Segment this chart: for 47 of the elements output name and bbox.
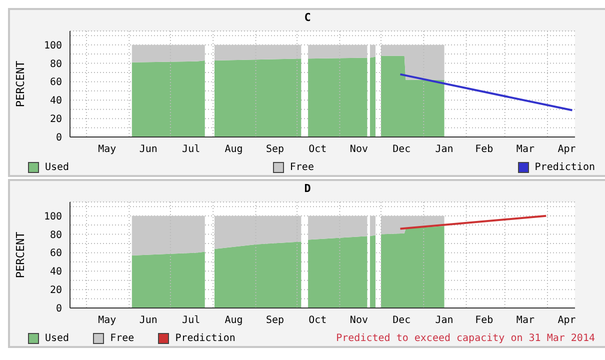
y-tick-label: 60 [50,248,62,260]
y-tick-label: 0 [56,132,62,144]
x-tick-label: Apr [558,315,576,326]
x-tick-label: Sep [266,315,284,326]
y-axis-title: PERCENT [14,60,27,108]
legend-label: Used [45,332,70,344]
y-tick-label: 100 [44,40,62,52]
x-tick-label: Dec [392,144,411,156]
y-tick-label: 0 [56,304,62,315]
x-tick-label: Oct [308,315,327,326]
chart-title: D [303,181,312,196]
legend-label: Prediction [175,332,236,344]
x-tick-label: Aug [224,144,243,156]
x-tick-label: Sep [266,144,284,156]
text: Predicted to exceed capacity on 31 Mar 2014 [336,332,595,344]
x-tick-label: Mar [516,144,534,156]
x-tick-label: Mar [516,315,534,326]
y-tick-label: 20 [50,114,62,126]
x-tick-label: Oct [308,144,327,156]
y-tick-label: 20 [50,285,62,296]
x-tick-label: Nov [350,144,368,156]
y-tick-label: 80 [50,58,62,70]
y-axis-title: PERCENT [14,231,27,278]
chart-title: C [303,10,312,25]
x-tick-label: Nov [350,315,368,326]
y-tick-label: 80 [50,230,62,241]
y-tick-label: 40 [50,96,62,107]
y-tick-label: 100 [44,211,62,222]
x-tick-label: May [98,315,116,326]
x-tick-label: Jul [182,315,200,326]
x-tick-label: Jan [435,144,454,156]
x-tick-label: Dec [392,315,411,326]
x-tick-label: Feb [475,144,494,156]
x-tick-label: Jan [435,315,454,326]
legend-label: Free [110,332,134,344]
y-tick-label: 60 [50,77,62,88]
legend-label: Free [290,162,314,172]
x-tick-label: Apr [558,144,576,156]
x-tick-label: Jun [139,144,158,156]
x-tick-label: Feb [475,315,494,326]
x-tick-label: May [98,144,116,156]
x-tick-label: Jul [182,144,200,156]
legend-label: Used [45,162,70,172]
y-tick-label: 40 [50,266,62,278]
x-tick-label: Jun [139,315,158,326]
legend-label: Prediction [534,162,595,172]
x-tick-label: Aug [224,315,243,326]
